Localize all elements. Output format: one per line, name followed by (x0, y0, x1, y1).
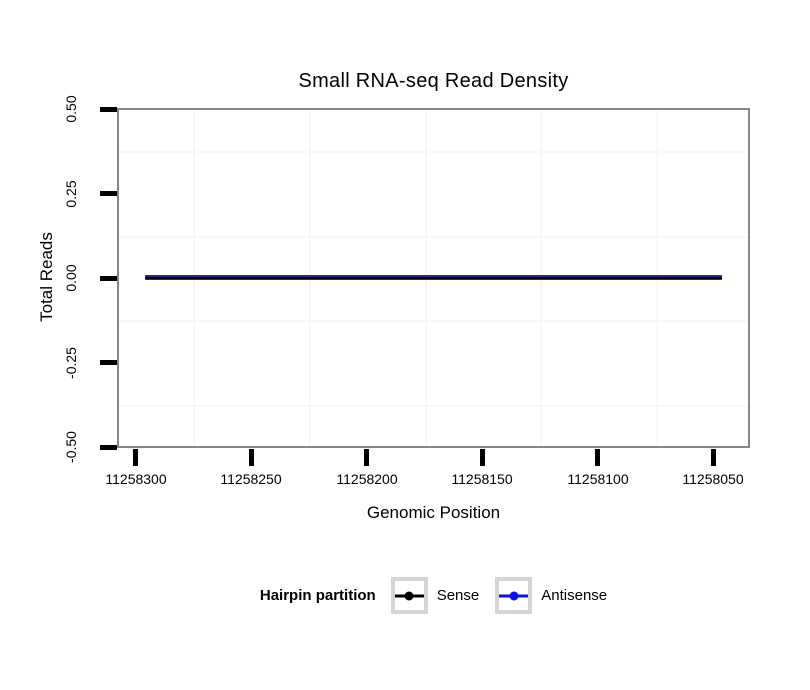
x-tick-mark (364, 449, 369, 466)
x-tick-label: 11258150 (451, 471, 513, 487)
antisense-point-glyph-icon (509, 591, 519, 600)
x-tick-mark (480, 449, 485, 466)
y-tick-label: 0.00 (63, 264, 79, 292)
chart-title: Small RNA-seq Read Density (298, 70, 569, 92)
y-tick-label: 0.50 (63, 95, 79, 123)
x-tick-mark (133, 449, 138, 466)
legend-item-sense: Sense (390, 577, 480, 614)
gridline-horizontal (119, 405, 748, 407)
x-tick-label: 11258250 (220, 471, 282, 487)
legend-key-antisense (495, 577, 533, 614)
y-tick-mark (100, 107, 117, 112)
gridline-horizontal (119, 151, 748, 153)
x-tick-label: 11258050 (682, 471, 744, 487)
legend-title: Hairpin partition (259, 587, 376, 604)
series-line-sense (145, 276, 722, 279)
sense-point-glyph-icon (404, 591, 414, 600)
y-tick-mark (100, 445, 117, 450)
y-tick-mark (100, 360, 117, 365)
y-tick-label: -0.50 (63, 431, 79, 463)
x-tick-mark (249, 449, 254, 466)
legend-key-sense (390, 577, 428, 614)
x-tick-mark (595, 449, 600, 466)
y-tick-mark (100, 276, 117, 281)
legend: Hairpin partition Sense Antisense (117, 577, 750, 614)
y-tick-label: 0.25 (63, 180, 79, 208)
y-tick-mark (100, 191, 117, 196)
x-tick-label: 11258300 (105, 471, 167, 487)
x-tick-label: 11258200 (336, 471, 398, 487)
x-axis-title: Genomic Position (366, 503, 501, 522)
gridline-horizontal (119, 320, 748, 322)
y-axis-title: Total Reads (37, 232, 56, 322)
x-tick-mark (711, 449, 716, 466)
gridline-horizontal (119, 236, 748, 238)
legend-item-antisense: Antisense (495, 577, 607, 614)
series-line-antisense (145, 275, 722, 280)
legend-label-antisense: Antisense (541, 587, 608, 604)
legend-label-sense: Sense (436, 587, 480, 604)
y-tick-label: -0.25 (63, 347, 79, 379)
x-tick-label: 11258100 (567, 471, 629, 487)
